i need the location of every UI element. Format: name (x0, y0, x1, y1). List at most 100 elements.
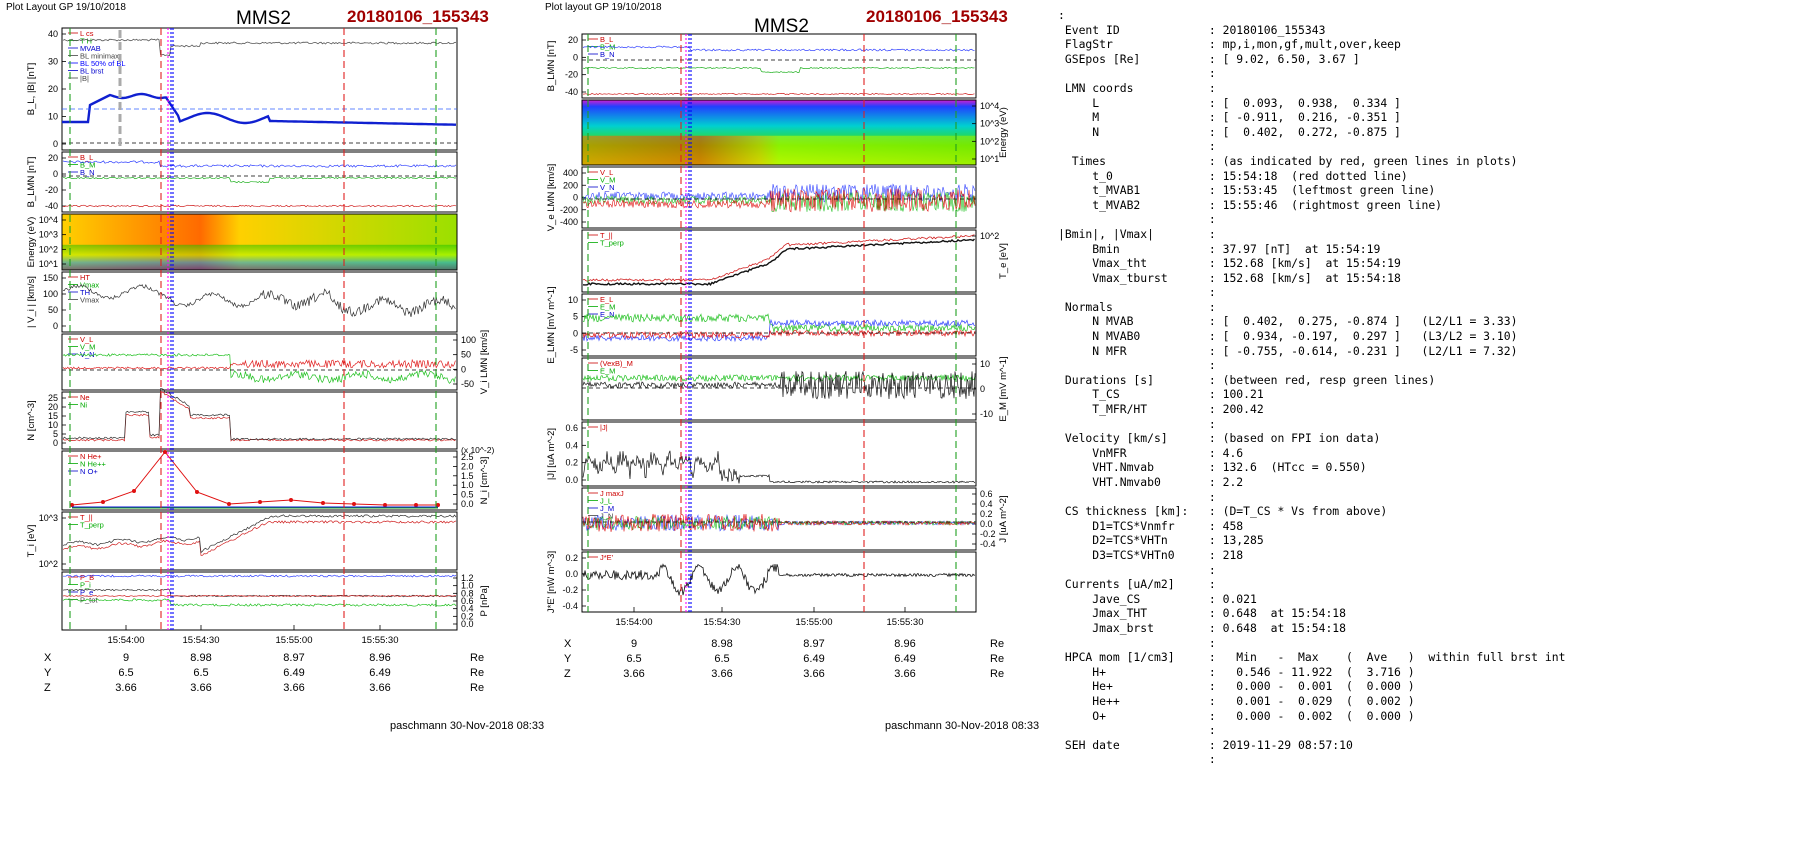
legend-entry: T_|| (80, 513, 93, 522)
coord-value: 6.49 (803, 653, 825, 665)
panel-6: 10 0 -10 E_M [mV m^-1] (VexB)_ME_M (581, 356, 1009, 422)
legend-entry: |B| (80, 74, 89, 83)
legend-entry: V_L (80, 335, 93, 344)
data-point (289, 498, 293, 502)
panel-4: 10^2 T_e [eV] T_||T_perp (581, 229, 1009, 293)
legend-entry: E_M (600, 303, 615, 312)
coord-value: 3.66 (283, 682, 305, 694)
y-tick-label: 20 (48, 402, 58, 412)
y-tick-label: 0.6 (980, 489, 993, 499)
panel-frame (61, 271, 458, 333)
y-axis-label: |J| [uA m^-2] (546, 428, 557, 480)
panel-7: 0.6 0.4 0.2 0.0 |J| [uA m^-2] |J| (546, 421, 977, 487)
legend-entry: Vmax (80, 281, 99, 290)
y-tick-label: 0.6 (565, 423, 578, 433)
y-tick-label: 10^3 (39, 230, 58, 240)
coord-value: 3.66 (894, 668, 916, 680)
data-series (582, 234, 975, 282)
panel-2: 20 0 -20 -40 B_LMN [nT] B_LB_MB_N (26, 151, 458, 213)
y-tick-label: 0.5 (461, 490, 474, 500)
data-series (582, 513, 976, 532)
panel-1: 200-20-40B_LMN [nT]B_LB_MB_N (546, 33, 977, 99)
coord-label: Y (44, 667, 52, 679)
y-tick-label: 10^4 (39, 215, 58, 225)
panel-8: 0.60.40.20.0-0.2-0.4J [uA m^-2] J maxJJ_L… (581, 487, 1009, 551)
legend-entry: P_B (80, 573, 94, 582)
data-series (582, 191, 976, 213)
y-tick-label: 10^2 (980, 231, 999, 241)
left-plot-footer: paschmann 30-Nov-2018 08:33 (390, 720, 545, 732)
y-tick-label: 0.4 (565, 440, 578, 450)
y-tick-label: 0 (461, 364, 466, 374)
y-tick-label: 5 (53, 429, 58, 439)
legend-entry: V_M (600, 176, 615, 185)
y-tick-label: 15 (48, 411, 58, 421)
y-tick-label: 10^2 (980, 136, 999, 146)
data-series (582, 66, 975, 73)
data-point (70, 503, 74, 507)
coord-value: 8.96 (369, 652, 391, 664)
legend-entry: L cs (80, 29, 94, 38)
data-series (582, 329, 976, 340)
data-series (582, 313, 976, 334)
data-series (62, 204, 457, 208)
y-axis-label: B_LMN [nT] (546, 41, 557, 92)
coord-value: 8.98 (190, 652, 212, 664)
y-tick-label: -20 (565, 70, 578, 80)
y-tick-label: 0.2 (980, 509, 993, 519)
coord-unit: Re (990, 653, 1005, 665)
y-tick-label: -40 (565, 87, 578, 97)
data-point (414, 503, 418, 507)
coord-value: 9 (122, 652, 130, 664)
y-tick-label: 1.0 (461, 480, 474, 490)
coord-value: 3.66 (190, 682, 212, 694)
data-series (62, 358, 456, 370)
y-tick-label: 40 (48, 29, 58, 39)
legend-entry: P_i (80, 581, 91, 590)
y-tick-label: 0.0 (461, 619, 474, 629)
coord-unit: Re (470, 652, 485, 664)
y-tick-label: 0.0 (565, 569, 578, 579)
coord-value: 6.5 (714, 653, 730, 665)
coord-label: Z (44, 682, 51, 694)
legend-entry: B_L (600, 35, 613, 44)
legend-entry: T H (80, 37, 92, 46)
data-point (101, 500, 105, 504)
x-tick-label: 15:55:00 (796, 617, 833, 628)
y-axis-label: Energy (eV) (26, 217, 37, 268)
y-tick-label: 20 (48, 153, 58, 163)
data-series (63, 176, 457, 184)
panel-frame (61, 391, 458, 450)
legend-entry: B_N (80, 168, 95, 177)
coord-value: 3.66 (115, 682, 137, 694)
coord-row: Y 6.5 6.5 6.49 6.49 Re (560, 653, 1010, 668)
coord-value: 6.5 (118, 667, 134, 679)
panel-frame (581, 293, 977, 357)
panel-9: 0.2 0.0 -0.2 -0.4 J*E' [nW m^-3] J*E' (546, 551, 977, 613)
legend-entry: N He++ (80, 460, 106, 469)
y-tick-label: 25 (48, 393, 58, 403)
x-tick-label: 15:54:30 (704, 617, 741, 628)
legend-entry: (VexB)_M (600, 359, 633, 368)
panel-frame (581, 551, 977, 613)
coord-row: X 9 8.98 8.97 8.96 Re (40, 652, 500, 667)
right-plot-footer: paschmann 30-Nov-2018 08:33 (885, 720, 1040, 732)
coord-row: Z 3.66 3.66 3.66 3.66 Re (40, 682, 500, 697)
data-series (582, 370, 976, 400)
data-point (383, 503, 387, 507)
legend-entry: J maxJ (600, 489, 624, 498)
data-series (62, 595, 457, 597)
legend-entry: J_N (600, 512, 613, 521)
data-series (582, 238, 975, 286)
coord-value: 3.66 (623, 668, 645, 680)
right-coord-table: X 9 8.98 8.97 8.96 Re Y 6.5 6.5 6.49 6.49 Re Z 3.66 3.… (560, 638, 1010, 683)
data-series (582, 563, 976, 596)
coord-value: 3.66 (369, 682, 391, 694)
panel-frame (61, 571, 458, 631)
data-series (62, 389, 457, 442)
y-tick-label: 5 (573, 312, 578, 322)
legend-entry: N O+ (80, 467, 98, 476)
y-tick-label: 200 (563, 180, 578, 190)
